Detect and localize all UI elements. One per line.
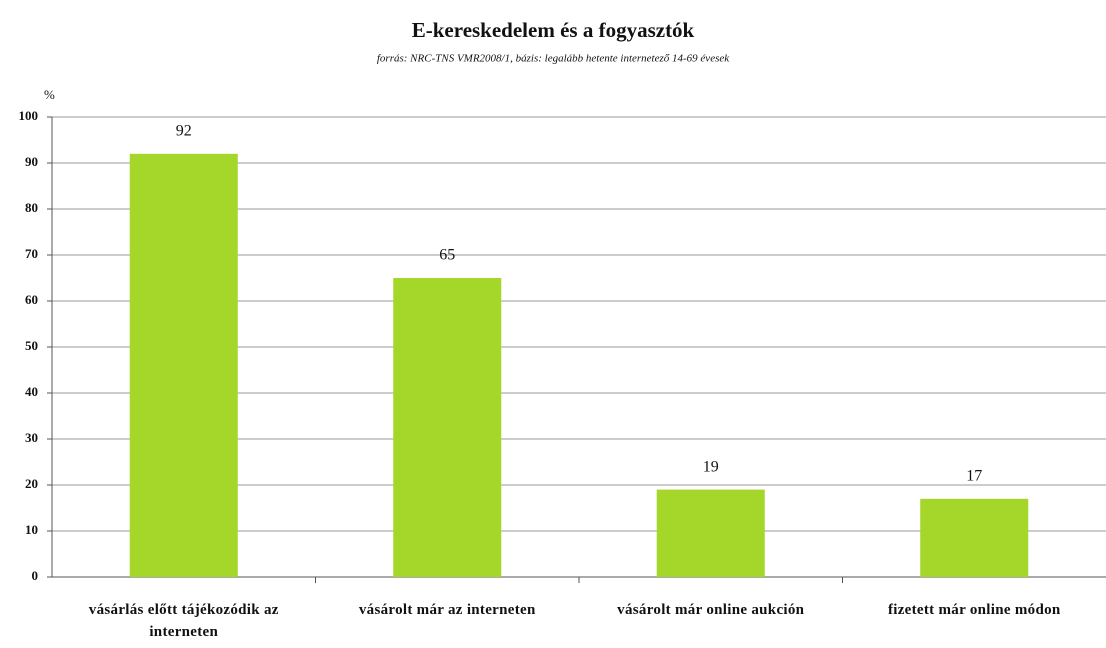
x-tick-label: vásárlás előtt tájékozódik az interneten — [88, 602, 279, 640]
y-tick-label: 50 — [25, 338, 38, 353]
y-axis-label: % — [44, 87, 55, 102]
y-tick-label: 60 — [25, 292, 38, 307]
data-label: 17 — [966, 467, 982, 484]
bar — [129, 153, 238, 578]
bar — [656, 489, 765, 577]
data-label: 19 — [703, 458, 719, 475]
bar — [920, 498, 1029, 577]
y-tick-label: 100 — [19, 108, 39, 123]
y-tick-label: 70 — [25, 246, 38, 261]
chart-subtitle: forrás: NRC-TNS VMR2008/1, bázis: legalá… — [377, 53, 730, 65]
bar — [393, 278, 502, 577]
y-tick-label: 30 — [25, 430, 38, 445]
data-label: 65 — [439, 247, 455, 264]
y-tick-label: 10 — [25, 522, 38, 537]
chart-title: E-kereskedelem és a fogyasztók — [412, 18, 695, 42]
data-label: 92 — [176, 122, 192, 139]
y-tick-label: 40 — [25, 384, 38, 399]
y-tick-label: 0 — [32, 568, 39, 583]
x-tick-label: vásárolt már online aukción — [617, 602, 805, 618]
y-tick-label: 20 — [25, 476, 38, 491]
y-tick-label: 90 — [25, 154, 38, 169]
x-tick-label: fizetett már online módon — [887, 602, 1061, 618]
y-tick-label: 80 — [25, 200, 38, 215]
x-tick-label: vásárolt már az interneten — [358, 602, 536, 618]
